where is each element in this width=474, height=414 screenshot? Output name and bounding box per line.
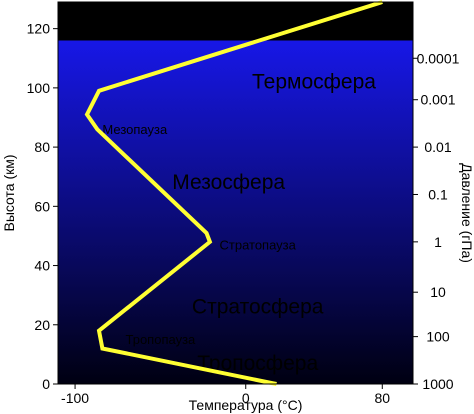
- y-tick-label: 120: [27, 21, 51, 37]
- plot-frame: [57, 1, 414, 385]
- x-tick-label: 0: [242, 390, 250, 406]
- y-tick-label: 60: [34, 198, 50, 214]
- x-tick-label: -100: [61, 390, 89, 406]
- pressure-tick-label: 1000: [422, 376, 453, 392]
- y-tick-label: 40: [34, 258, 50, 274]
- pressure-tick-label: 0.001: [420, 92, 455, 108]
- x-tick-label: 80: [374, 390, 390, 406]
- pressure-tick-label: 0.01: [424, 139, 451, 155]
- y-tick-label: 0: [42, 376, 50, 392]
- thermosphere-dark-band: [58, 2, 413, 41]
- pressure-axis-label: Давление (гПа): [459, 163, 474, 263]
- layer-label: Тропосфера: [197, 352, 318, 375]
- layer-label: Стратосфера: [192, 296, 324, 319]
- layer-label: Термосфера: [252, 70, 376, 93]
- y-tick-label: 20: [34, 317, 50, 333]
- y-tick-label: 100: [27, 80, 51, 96]
- pressure-tick-label: 0.0001: [417, 50, 460, 66]
- x-axis-ticks: -100 0 80: [61, 384, 390, 406]
- pressure-tick-label: 0.1: [428, 186, 448, 202]
- pressure-tick-label: 1: [434, 234, 442, 250]
- plot-background: [58, 2, 413, 384]
- x-axis-label: Температура (°C): [189, 397, 303, 413]
- pressure-tick-label: 100: [426, 329, 450, 345]
- layer-label: Тропопауза: [126, 332, 197, 347]
- pressure-axis-ticks: 1000 100 10 1 0.1 0.01 0.001 0.0001: [413, 50, 460, 392]
- layer-label: Стратопауза: [220, 237, 297, 252]
- layer-label: Мезосфера: [172, 171, 285, 194]
- temperature-profile-line: [84, 0, 383, 386]
- y-axis-ticks: 0 20 40 60 80 100 120: [27, 21, 58, 392]
- pressure-tick-label: 10: [430, 284, 446, 300]
- layer-label: Мезопауза: [102, 122, 168, 137]
- y-axis-label: Высота (км): [1, 154, 17, 231]
- y-tick-label: 80: [34, 139, 50, 155]
